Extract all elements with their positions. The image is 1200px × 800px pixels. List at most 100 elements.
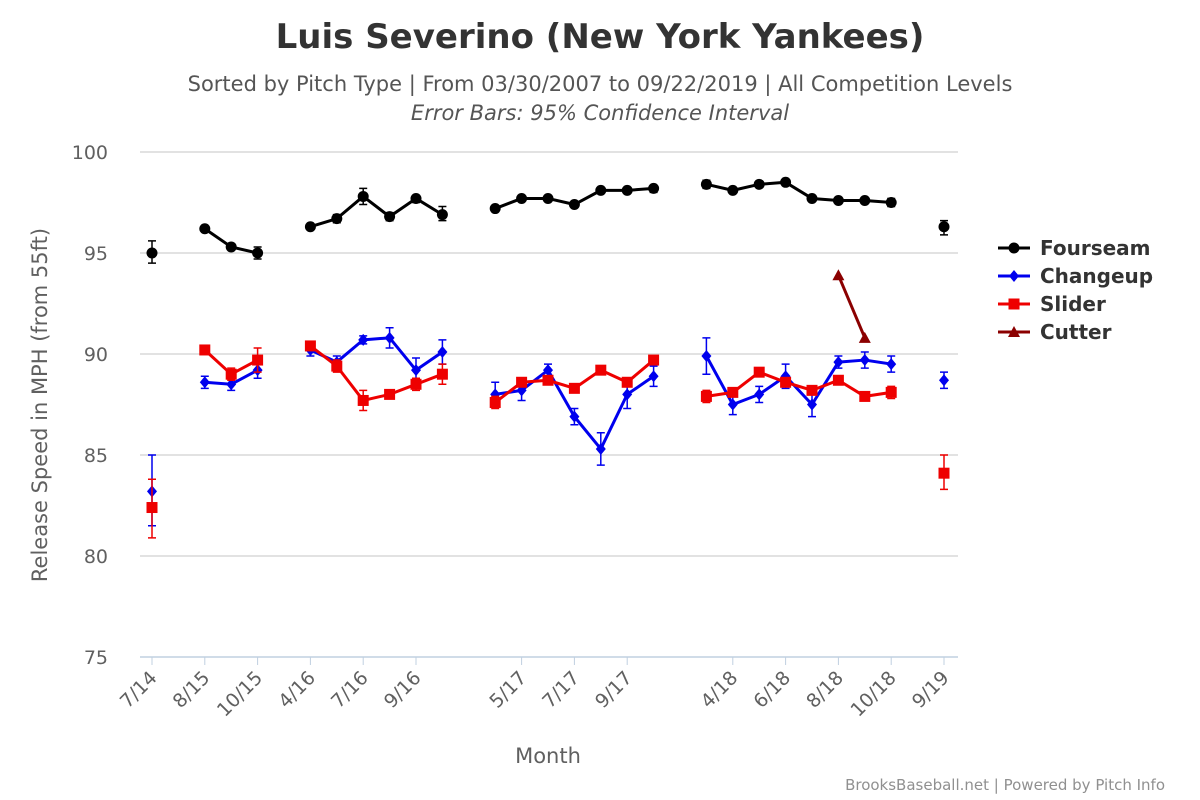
cutter-point [832,269,845,281]
legend-marker [1009,270,1019,282]
legend-marker [1008,298,1020,310]
slider-point [938,467,950,479]
slider-point [568,382,580,394]
slider-point [331,360,343,372]
plot-area [146,176,950,539]
credit-text: BrooksBaseball.net | Powered by Pitch In… [845,776,1165,794]
series-cutter [832,269,871,343]
series-fourseam [146,176,950,264]
fourseam-point [595,184,607,196]
legend-item-cutter[interactable]: Cutter [998,320,1112,344]
legend-label: Slider [1040,292,1106,316]
slider-point [780,376,792,388]
changeup-point [384,331,395,344]
slider-point [621,376,633,388]
changeup-point [411,364,421,377]
slider-point [199,344,211,356]
changeup-point [569,410,580,423]
y-tick-label: 95 [84,243,108,265]
changeup-point [727,398,738,411]
series-slider [146,340,950,539]
fourseam-point [357,190,369,202]
slider-point [727,386,739,398]
fourseam-point [542,192,554,204]
y-axis-title: Release Speed in MPH (from 55ft) [28,228,52,582]
fourseam-point [252,247,264,259]
fourseam-point [780,176,792,188]
slider-point [516,376,528,388]
y-axis-ticks: 75 80 85 90 95 100 [72,142,108,669]
legend-marker [1008,242,1020,254]
slider-point [489,396,501,408]
chart-subtitle: Sorted by Pitch Type | From 03/30/2007 t… [188,72,1013,97]
legend-label: Changeup [1040,264,1153,288]
slider-point [753,366,765,378]
changeup-point [622,388,633,401]
gridlines [140,151,958,658]
changeup-point [754,388,765,401]
slider-point [806,384,818,396]
fourseam-point [727,184,739,196]
slider-point [146,502,158,514]
changeup-point [648,370,659,383]
slider-point [384,388,396,400]
fourseam-point [225,241,237,253]
changeup-point [833,356,844,369]
slider-point [700,390,712,402]
chart-title: Luis Severino (New York Yankees) [276,17,925,57]
legend-item-slider[interactable]: Slider [998,292,1106,316]
slider-point [885,386,897,398]
legend-item-fourseam[interactable]: Fourseam [998,236,1151,260]
y-tick-label: 85 [84,445,108,467]
legend-item-changeup[interactable]: Changeup [998,264,1153,288]
fourseam-point [436,209,448,221]
fourseam-point [304,221,316,233]
fourseam-point [568,199,580,211]
slider-point [542,374,554,386]
fourseam-point [700,178,712,190]
fourseam-point [885,197,897,208]
changeup-point [886,358,897,371]
fourseam-point [384,211,396,223]
fourseam-point [806,192,818,204]
cutter-point [858,331,871,343]
fourseam-point [331,213,343,225]
legend-label: Fourseam [1040,236,1151,260]
fourseam-point [938,221,950,233]
slider-point [304,340,316,352]
fourseam-point [199,223,211,235]
y-tick-label: 80 [84,546,108,568]
legend-marker [1008,326,1020,337]
slider-point [225,368,237,380]
fourseam-point [859,194,871,206]
slider-point [436,368,448,380]
y-tick-label: 75 [84,647,108,669]
changeup-point [701,350,712,363]
slider-point [357,394,369,406]
series-changeup [147,326,949,527]
legend: Fourseam Changeup Slider Cutter [998,236,1153,344]
y-tick-label: 100 [72,142,108,164]
changeup-point [859,354,870,367]
changeup-point [437,345,448,358]
slider-point [648,354,660,366]
fourseam-point [410,192,422,204]
changeup-point [226,378,237,391]
slider-point [832,374,844,386]
fourseam-point [753,178,765,190]
slider-point [859,390,871,402]
x-axis-title: Month [515,744,581,768]
fourseam-point [146,247,158,259]
fourseam-point [621,184,633,196]
changeup-point [595,442,606,455]
changeup-point [939,374,949,387]
changeup-point [543,364,553,377]
fourseam-point [832,194,844,206]
y-tick-label: 90 [84,344,108,366]
changeup-point [358,333,369,346]
legend-label: Cutter [1040,320,1112,344]
cutter-line [837,274,867,339]
changeup-point [807,398,817,411]
